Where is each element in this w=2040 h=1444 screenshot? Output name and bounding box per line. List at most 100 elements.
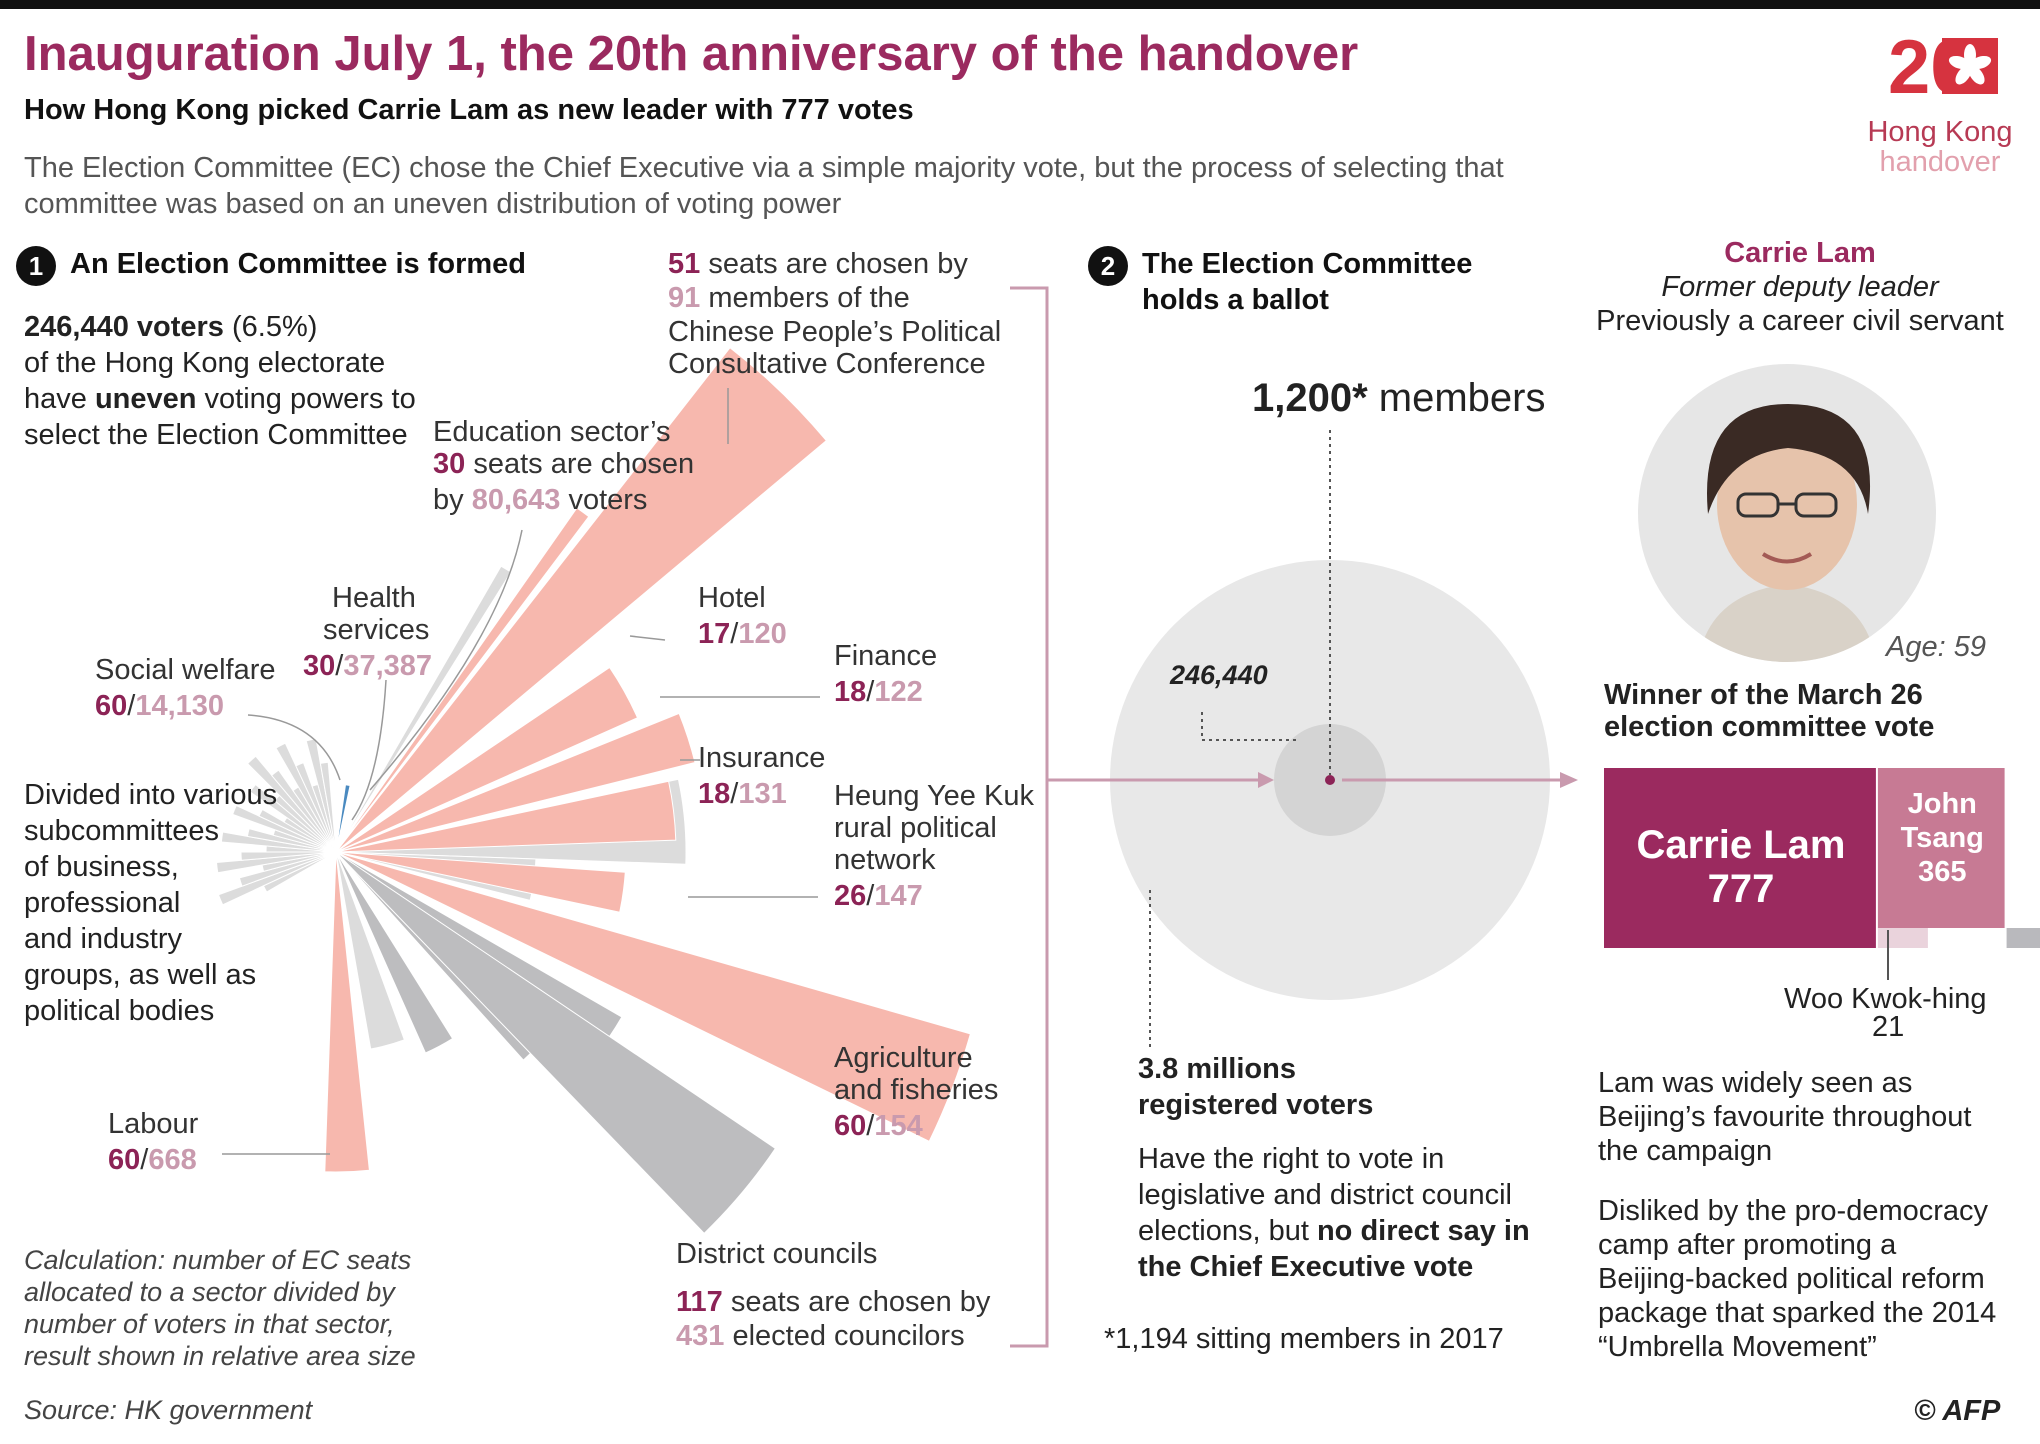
label-health-2: services <box>323 614 430 646</box>
leader-lines <box>222 286 1049 1348</box>
minor-sector-right-6 <box>335 851 406 1050</box>
label-insurance-2: 18/131 <box>698 778 787 810</box>
leader-social <box>247 714 341 781</box>
arrow-in-head <box>1258 772 1274 788</box>
sector-cppcc <box>335 346 828 853</box>
label-labour-2: 60/668 <box>108 1144 197 1176</box>
sector-education <box>335 507 590 853</box>
agri-slash: / <box>866 1110 875 1142</box>
heung-voters: 147 <box>874 880 923 912</box>
label-heung-4: 26/147 <box>834 880 923 912</box>
winner-role: Former deputy leader <box>1661 271 1939 303</box>
woo-bar <box>2006 928 2040 948</box>
calculation-line-4: result shown in relative area size <box>24 1341 416 1371</box>
education-voters: 80,643 <box>471 484 561 516</box>
hotel-voters: 120 <box>738 618 787 650</box>
winner-caption-2: election committee vote <box>1604 711 1935 743</box>
right-line-1: Have the right to vote in <box>1138 1143 1445 1175</box>
minor-sector-19 <box>275 742 337 853</box>
lam-bar-votes: 777 <box>1708 867 1775 911</box>
heung-seats: 26 <box>834 880 867 912</box>
health-slash: / <box>335 650 344 682</box>
sector-insurance <box>335 780 677 853</box>
para2-line-2: camp after promoting a <box>1598 1229 1897 1261</box>
minor-sector-5 <box>215 851 337 874</box>
label-cppcc-4: Consultative Conference <box>668 348 986 380</box>
voters-line-3: have uneven voting powers to <box>24 382 416 416</box>
registered-line-2: registered voters <box>1138 1089 1374 1121</box>
woo-name: Woo Kwok-hing <box>1784 983 1987 1015</box>
right-line-2: legislative and district council <box>1138 1179 1512 1211</box>
district-seats-text: seats are chosen by <box>722 1286 991 1318</box>
sector-agri <box>335 851 972 1142</box>
voters-line-3-bold: uneven <box>94 383 197 415</box>
label-heung-2: rural political <box>834 812 997 844</box>
finance-seats: 18 <box>834 676 867 708</box>
social-slash: / <box>127 690 136 722</box>
education-seats: 30 <box>433 448 466 480</box>
bracket <box>1010 286 1049 1348</box>
district-seats: 117 <box>676 1286 723 1318</box>
labour-slash: / <box>140 1144 149 1176</box>
district-voters-text: elected councilors <box>724 1320 965 1352</box>
divided-line-2: subcommittees <box>24 815 220 847</box>
bauhinia-flag-icon <box>1942 38 1998 94</box>
divided-line-6: groups, as well as <box>24 959 257 991</box>
voters-percent: (6.5%) <box>223 311 318 343</box>
lam-bar-name: Carrie Lam <box>1636 823 1845 867</box>
calculation-line-3: number of voters in that sector, <box>24 1309 395 1339</box>
insurance-slash: / <box>730 778 739 810</box>
label-hotel-2: 17/120 <box>698 618 787 650</box>
carrie-lam-portrait <box>1638 364 1936 662</box>
insurance-voters: 131 <box>738 778 787 810</box>
finance-slash: / <box>866 676 875 708</box>
para2-line-4: package that sparked the 2014 <box>1598 1297 1997 1329</box>
sector-hotel <box>335 666 639 853</box>
cppcc-voters-text: members of the <box>700 282 910 314</box>
lam-bar <box>1604 768 1876 948</box>
leader-hotel <box>629 635 666 641</box>
winner-career: Previously a career civil servant <box>1596 305 2004 337</box>
minor-sector-6 <box>240 851 337 861</box>
agri-seats: 60 <box>834 1110 867 1142</box>
portrait-icon <box>1698 404 1876 662</box>
minor-sector-17 <box>270 769 337 853</box>
label-finance-1: Finance <box>834 640 938 672</box>
label-district-1: District councils <box>676 1238 878 1270</box>
afp-credit: © AFP <box>1914 1395 2001 1427</box>
woo-votes: 21 <box>1872 1011 1905 1043</box>
step-2-heading-2: holds a ballot <box>1142 284 1329 316</box>
divided-line-5: and industry <box>24 923 182 955</box>
health-voters: 37,387 <box>343 650 433 682</box>
label-education-2: 30 seats are chosen <box>433 448 694 480</box>
voters-line-3-post: voting powers to <box>196 383 416 415</box>
registered-line-1: 3.8 millions <box>1138 1053 1296 1085</box>
minor-sector-20 <box>295 762 337 853</box>
para1-line-2: Beijing’s favourite throughout <box>1598 1101 1972 1133</box>
para1-line-3: the campaign <box>1598 1135 1773 1167</box>
winner-age: Age: 59 <box>1886 631 1986 663</box>
voters-line-4: select the Election Committee <box>24 419 408 451</box>
label-cppcc-2: 91 members of the <box>668 282 910 314</box>
minor-sector-3 <box>238 851 337 887</box>
hotel-seats: 17 <box>698 618 731 650</box>
voters-line-3-pre: have <box>24 383 95 415</box>
label-cppcc-3: Chinese People’s Political <box>668 316 1002 348</box>
logo-line-1: Hong Kong <box>1867 116 2013 148</box>
members-label: 1,200* members <box>1252 374 1545 422</box>
minor-sector-23 <box>319 761 337 853</box>
divided-line-7: political bodies <box>24 995 215 1027</box>
label-health-1: Health <box>332 582 416 614</box>
hotel-slash: / <box>730 618 739 650</box>
voters-line-2: of the Hong Kong electorate <box>24 347 386 379</box>
heung-slash: / <box>866 880 875 912</box>
divided-line-3: of business, <box>24 851 179 883</box>
minor-sector-right-5 <box>335 851 454 1054</box>
right-line-3-pre: elections, but <box>1138 1215 1317 1247</box>
voters-count: 246,440 voters <box>24 311 224 343</box>
right-line-3-bold: no direct say in <box>1316 1215 1530 1247</box>
label-district-2: 117 seats are chosen by <box>676 1286 990 1318</box>
sector-district <box>335 851 777 1235</box>
voters-line-1: 246,440 voters (6.5%) <box>24 310 317 344</box>
